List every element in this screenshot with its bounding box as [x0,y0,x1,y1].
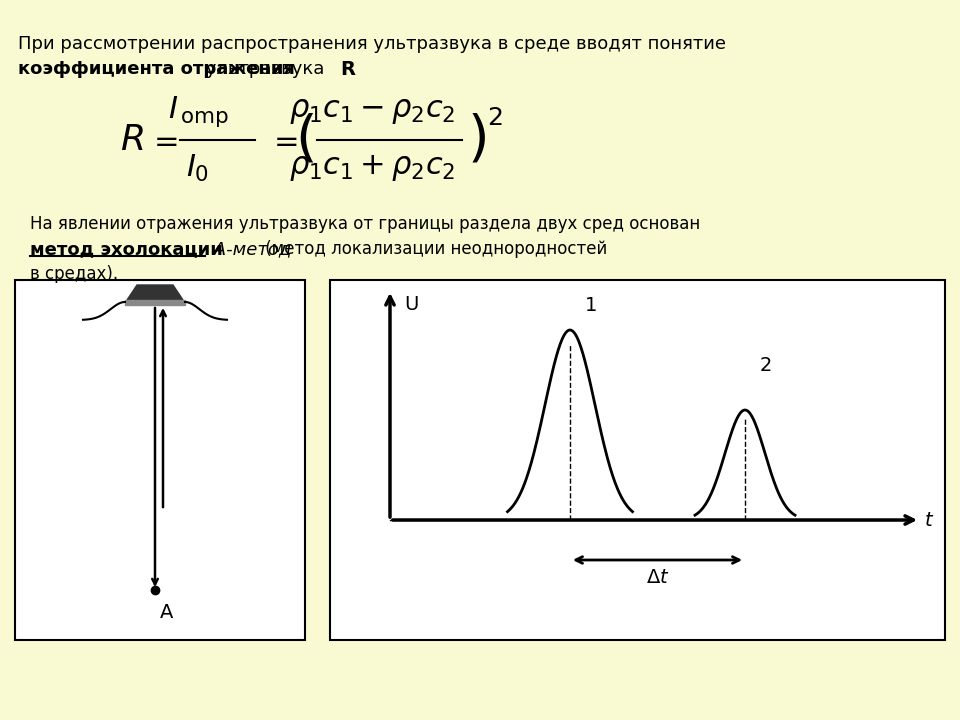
Text: А-метод: А-метод [208,240,292,258]
Text: R: R [340,60,355,79]
Text: $\rho_1 c_1 - \rho_2 c_2$: $\rho_1 c_1 - \rho_2 c_2$ [289,97,455,127]
Text: $R$: $R$ [120,123,144,157]
Text: метод эхолокации: метод эхолокации [30,240,223,258]
Text: 2: 2 [760,356,773,375]
Text: На явлении отражения ультразвука от границы раздела двух сред основан: На явлении отражения ультразвука от гран… [30,215,700,233]
Text: $=$: $=$ [148,125,179,155]
Bar [15,280,305,640]
Text: (метод локализации неоднородностей: (метод локализации неоднородностей [260,240,608,258]
Text: $)$: $)$ [467,113,486,167]
Text: 1: 1 [585,296,597,315]
Text: $($: $($ [295,113,314,167]
Text: При рассмотрении распространения ультразвука в среде вводят понятие: При рассмотрении распространения ультраз… [18,35,726,53]
Text: ультразвука: ультразвука [200,60,324,78]
Text: $I_0$: $I_0$ [186,153,209,184]
Text: коэффициента отражения: коэффициента отражения [18,60,295,78]
Bar [330,280,945,640]
Polygon shape [127,285,183,300]
Text: $I_{\rm\,omp}$: $I_{\rm\,omp}$ [168,94,228,130]
Text: в средах).: в средах). [30,265,118,283]
Text: t: t [925,510,932,529]
Text: A: A [160,603,174,622]
Text: $\rho_1 c_1 + \rho_2 c_2$: $\rho_1 c_1 + \rho_2 c_2$ [289,153,455,183]
Text: U: U [404,295,419,314]
Text: $\Delta t$: $\Delta t$ [646,568,669,587]
Text: $=$: $=$ [268,125,299,155]
Polygon shape [125,300,185,305]
Text: $2$: $2$ [487,106,502,130]
